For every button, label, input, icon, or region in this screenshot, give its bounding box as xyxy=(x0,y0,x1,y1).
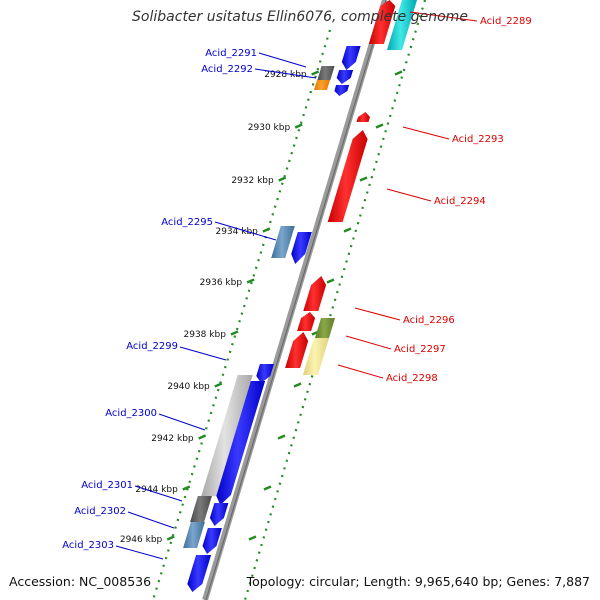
label-leader xyxy=(214,221,277,241)
scale-label: 2928 kbp xyxy=(264,70,307,80)
scale-tick-left xyxy=(262,227,271,233)
scale-tick-left xyxy=(182,485,191,491)
gene-acid-2291 xyxy=(341,46,361,70)
scale-tick-left xyxy=(198,434,207,440)
accession-text: Accession: NC_008536 xyxy=(9,574,152,589)
scale-label: 2932 kbp xyxy=(231,176,274,186)
scale-tick-right xyxy=(359,176,368,182)
gene-acid-2294 xyxy=(327,130,368,222)
scale-tick-right xyxy=(248,535,257,541)
scale-label: 2940 kbp xyxy=(167,382,210,392)
scale-tick-right xyxy=(263,485,272,491)
scale-tick-left xyxy=(294,123,303,129)
gene-acid-2296b xyxy=(297,312,316,331)
scale-tick-right xyxy=(326,278,335,284)
gene-label-forward: Acid_2292 xyxy=(201,64,253,75)
gene-label-reverse: Acid_2294 xyxy=(434,196,486,207)
scale-tick-right xyxy=(277,434,286,440)
gene-label-forward: Acid_2299 xyxy=(126,341,178,352)
feature-2301-dark xyxy=(190,496,212,522)
feature-2292-orange xyxy=(314,80,330,90)
gene-label-forward: Acid_2303 xyxy=(62,540,114,551)
scale-tick-left xyxy=(246,278,255,284)
gene-label-forward: Acid_2291 xyxy=(205,48,257,59)
gene-label-reverse: Acid_2297 xyxy=(394,344,446,355)
scale-label: 2946 kbp xyxy=(120,535,163,545)
scale-tick-left xyxy=(230,330,239,336)
feature-2292-grey xyxy=(317,66,335,80)
gene-label-reverse: Acid_2293 xyxy=(452,134,504,145)
gene-label-forward: Acid_2301 xyxy=(81,480,133,491)
scale-tick-left xyxy=(166,535,175,541)
gene-acid-2303 xyxy=(187,555,212,592)
label-leader xyxy=(345,335,392,350)
gene-acid-2300 xyxy=(215,381,266,505)
label-leader xyxy=(179,346,227,361)
feature-2289-cyan xyxy=(387,0,417,50)
scale-label: 2944 kbp xyxy=(135,485,178,495)
ruler-left xyxy=(151,29,332,600)
feature-2302-steel xyxy=(183,522,205,548)
label-leader xyxy=(337,364,384,379)
gene-acid-2297 xyxy=(285,332,309,368)
scale-tick-left xyxy=(214,382,223,388)
gene-label-forward: Acid_2302 xyxy=(74,506,126,517)
gene-acid-2289 xyxy=(368,0,396,44)
gene-acid-2292 xyxy=(334,85,350,96)
genome-backbone xyxy=(202,0,388,600)
scale-label: 2934 kbp xyxy=(215,227,258,237)
gene-label-reverse: Acid_2298 xyxy=(386,373,438,384)
feature-2295-steel xyxy=(271,226,295,258)
scale-tick-left xyxy=(278,176,287,182)
scale-label: 2930 kbp xyxy=(248,123,291,133)
label-leader xyxy=(158,413,206,431)
label-leader xyxy=(258,52,307,68)
gene-acid-2296 xyxy=(303,276,327,311)
gene-acid-2299 xyxy=(256,364,274,383)
label-leader xyxy=(134,485,183,502)
label-leader xyxy=(115,545,164,560)
gene-label-forward: Acid_2300 xyxy=(105,408,157,419)
ruler-right xyxy=(243,0,427,600)
scale-tick-right xyxy=(375,123,384,129)
gene-acid-2295 xyxy=(291,232,312,264)
gene-label-reverse: Acid_2296 xyxy=(403,315,455,326)
scale-label: 2942 kbp xyxy=(151,434,194,444)
gene-acid-2301 xyxy=(209,503,229,526)
scale-label: 2938 kbp xyxy=(184,330,227,340)
label-leader xyxy=(409,11,478,22)
gene-acid-2291b xyxy=(336,70,354,84)
gene-label-reverse: Acid_2289 xyxy=(480,16,532,27)
genome-backbone-edge xyxy=(205,0,387,600)
scale-tick-right xyxy=(394,70,403,76)
scale-tick-right xyxy=(293,382,302,388)
feature-2297-olive xyxy=(315,318,335,338)
label-leader xyxy=(354,307,401,321)
feature-2300-grey xyxy=(201,375,253,496)
genome-title: Solibacter usitatus Ellin6076, complete … xyxy=(132,9,468,25)
label-leader xyxy=(386,188,432,202)
scale-tick-right xyxy=(343,227,352,233)
label-leader xyxy=(402,126,450,140)
gene-acid-2293 xyxy=(356,112,370,122)
feature-2298-yellow xyxy=(302,338,330,375)
scale-tick-left xyxy=(311,70,320,76)
label-leader xyxy=(254,68,317,79)
gene-acid-2302 xyxy=(202,528,222,554)
genome-summary-text: Topology: circular; Length: 9,965,640 bp… xyxy=(246,574,590,589)
gene-label-forward: Acid_2295 xyxy=(161,217,213,228)
label-leader xyxy=(127,511,175,529)
scale-label: 2936 kbp xyxy=(200,278,243,288)
